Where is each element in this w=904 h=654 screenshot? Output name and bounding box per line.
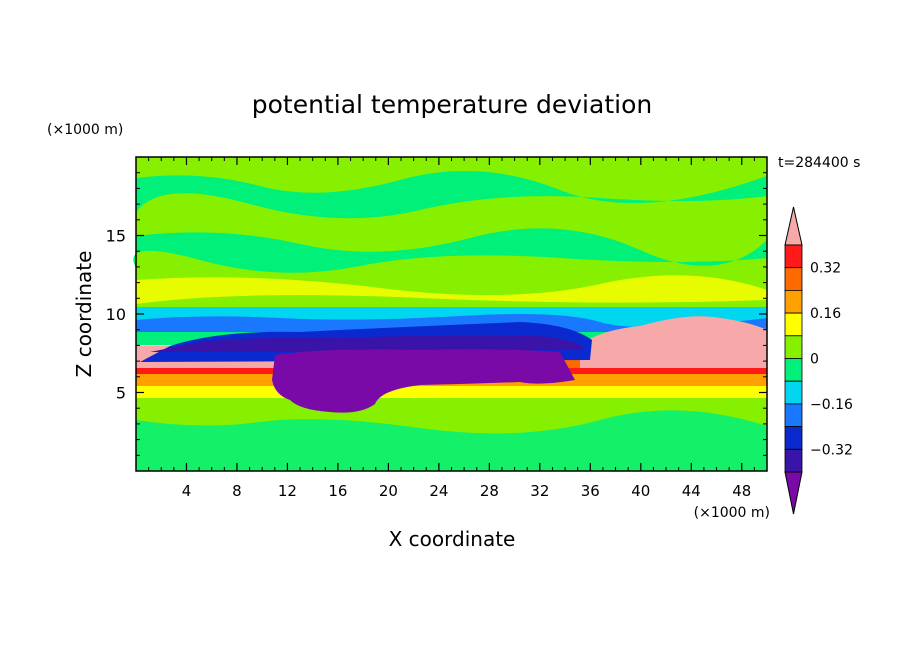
colorbar-extend-high xyxy=(784,206,803,246)
colorbar-tick-label: 0.16 xyxy=(810,306,841,322)
time-label: t=284400 s xyxy=(778,155,860,171)
y-unit-label: (×1000 m) xyxy=(47,122,123,138)
colorbar-segment xyxy=(784,267,803,291)
colorbar-segment xyxy=(784,426,803,450)
colorbar-segment xyxy=(784,448,803,473)
field-warm-streaks xyxy=(136,275,767,304)
colorbar-tick-label: 0 xyxy=(810,352,819,368)
y-tick-label: 10 xyxy=(106,305,126,324)
x-tick-label: 44 xyxy=(682,482,701,500)
field-purple-cold-core xyxy=(272,349,575,413)
x-tick-label: 28 xyxy=(480,482,499,500)
x-tick-label: 16 xyxy=(328,482,347,500)
field-pink-right xyxy=(580,316,767,368)
colorbar-segment xyxy=(784,244,803,269)
colorbar-segment xyxy=(784,335,803,359)
x-tick-label: 40 xyxy=(631,482,650,500)
x-axis: 4 8 12 16 20 24 28 32 36 40 44 48 xyxy=(148,157,755,500)
colorbar: 0.32 0.16 0 −0.16 −0.32 xyxy=(784,206,853,515)
colorbar-extend-low xyxy=(784,471,803,515)
x-tick-label: 48 xyxy=(732,482,751,500)
x-axis-label: X coordinate xyxy=(389,527,516,551)
x-unit-label: (×1000 m) xyxy=(694,505,770,521)
colorbar-segment xyxy=(784,289,803,314)
field-blue-layer xyxy=(136,314,767,332)
x-tick-label: 8 xyxy=(232,482,242,500)
colorbar-tick-label: −0.32 xyxy=(810,442,853,458)
field-green-band xyxy=(136,398,767,406)
field-yellow-band xyxy=(136,386,767,398)
colorbar-segment xyxy=(784,380,803,405)
y-tick-label: 15 xyxy=(106,227,126,246)
x-tick-label: 20 xyxy=(379,482,398,500)
colorbar-tick-label: −0.16 xyxy=(810,397,853,413)
y-tick-label: 5 xyxy=(116,384,126,403)
x-tick-label: 4 xyxy=(182,482,192,500)
field-boundary-turbulence xyxy=(136,410,767,471)
colorbar-segment xyxy=(784,312,803,337)
x-tick-label: 24 xyxy=(429,482,448,500)
field-upper-band xyxy=(136,171,767,219)
plot-area xyxy=(133,157,767,471)
colorbar-segment xyxy=(784,358,803,382)
field-indigo-region xyxy=(150,335,585,352)
chart-title: potential temperature deviation xyxy=(252,90,652,119)
y-axis-label: Z coordinate xyxy=(72,251,96,378)
field-mid-band xyxy=(133,228,767,273)
y-axis: 5 10 15 xyxy=(106,172,767,456)
colorbar-segment xyxy=(784,403,803,427)
x-tick-label: 36 xyxy=(581,482,600,500)
colorbar-tick-label: 0.32 xyxy=(810,261,841,277)
x-tick-label: 32 xyxy=(530,482,549,500)
x-tick-label: 12 xyxy=(278,482,297,500)
